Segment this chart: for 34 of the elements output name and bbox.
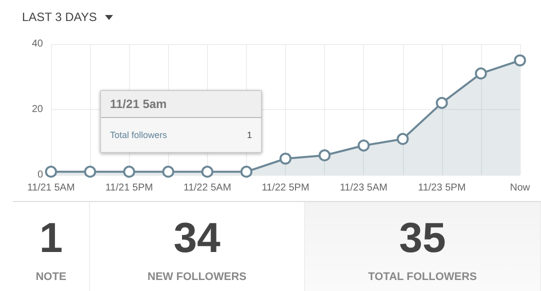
text: 1 xyxy=(39,214,63,261)
point xyxy=(318,149,331,162)
text: TOTAL FOLLOWERS xyxy=(368,271,477,283)
x-tick-label: Now xyxy=(510,182,531,194)
point xyxy=(123,166,136,178)
x-tick-label: 11/22 5AM xyxy=(184,182,232,194)
tooltip-panel: 11/21 5am Total followers 1 xyxy=(100,90,262,153)
point xyxy=(396,132,409,145)
point xyxy=(240,166,252,178)
x-tick-label: 11/21 5PM xyxy=(105,182,153,194)
x-tick-label: 11/23 5PM xyxy=(418,182,466,194)
text: NOTE xyxy=(36,271,66,283)
text: 34 xyxy=(174,214,220,261)
y-tick-label: 0 xyxy=(37,170,44,180)
point xyxy=(201,166,214,178)
point xyxy=(162,166,174,178)
y-tick-label: 20 xyxy=(32,104,44,115)
point xyxy=(45,166,57,178)
point xyxy=(84,166,96,178)
point xyxy=(474,67,487,80)
annotation: 1 xyxy=(246,130,252,140)
text: 35 xyxy=(399,214,446,261)
y-tick-label: 40 xyxy=(32,38,44,50)
point xyxy=(514,54,526,66)
point xyxy=(436,96,448,109)
chart-title: LAST 3 DAYS xyxy=(22,10,97,24)
x-tick-label: 11/23 5AM xyxy=(340,182,388,194)
x-tick-label: 11/22 5PM xyxy=(262,182,310,194)
text: NEW FOLLOWERS xyxy=(148,271,246,283)
point xyxy=(280,152,292,165)
x-tick-label: 11/21 5AM xyxy=(27,182,75,194)
annotation: Total followers xyxy=(110,130,168,140)
annotation: 11/21 5am xyxy=(101,91,261,118)
point xyxy=(358,140,370,152)
